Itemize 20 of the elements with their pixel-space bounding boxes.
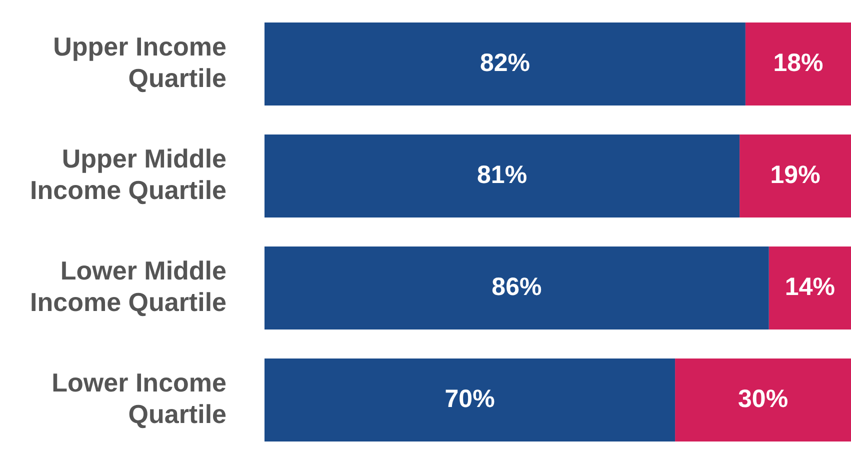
bar — [264, 358, 676, 442]
bar — [675, 358, 851, 442]
bar — [264, 134, 740, 218]
bar — [745, 22, 851, 106]
y-tick-label: Upper Middle Income Quartile — [30, 144, 226, 205]
data-label: 18% — [773, 48, 824, 77]
bar — [768, 246, 851, 330]
data-label: 14% — [784, 272, 835, 301]
data-label: 81% — [477, 160, 528, 189]
data-label: 82% — [480, 48, 530, 77]
data-label: 19% — [770, 160, 820, 189]
data-label: 70% — [444, 384, 495, 413]
bar — [740, 134, 851, 218]
y-tick-label: Lower Income Quartile — [52, 368, 226, 429]
data-label: 30% — [738, 384, 788, 413]
bar — [264, 22, 746, 106]
y-tick-label: Upper Income Quartile — [53, 32, 226, 93]
data-label: 86% — [492, 272, 542, 301]
y-tick-label: Lower Middle Income Quartile — [30, 256, 226, 317]
bar — [264, 246, 769, 330]
